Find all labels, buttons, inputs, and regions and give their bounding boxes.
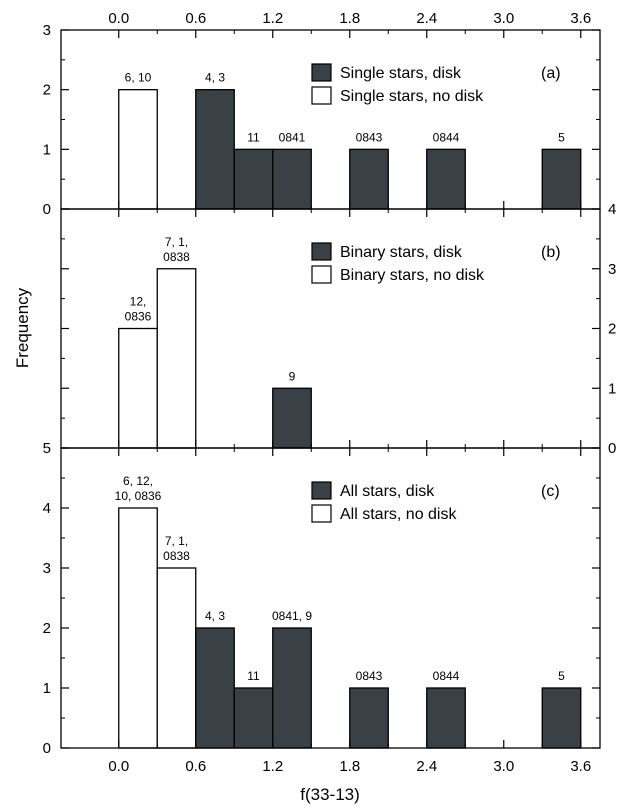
bar-label: 7, 1,: [165, 235, 188, 249]
legend-label: All stars, no disk: [340, 506, 457, 523]
bar-no-disk: [118, 507, 158, 749]
bar-label: 0836: [125, 310, 152, 324]
bar-label: 12,: [130, 295, 147, 309]
legend-swatch-no-disk: [311, 504, 332, 523]
bar-disk: [195, 627, 235, 749]
y-axis-label: Frequency: [13, 287, 32, 368]
y-tick-label: 4: [43, 500, 51, 517]
bar-disk: [195, 89, 235, 210]
bar-disk: [233, 687, 274, 749]
panel-a: 6, 10 4, 3 11 0841 0843 0844 5 0 1 2 3 Single stars…: [43, 22, 601, 218]
x-tick-label-top: 1.2: [262, 10, 283, 27]
legend-label: Single stars, disk: [340, 65, 462, 82]
bar-label: 0841: [279, 130, 306, 144]
y-tick-label: 1: [608, 380, 616, 397]
bar-label: 0843: [356, 130, 383, 144]
bar-label: 6, 10: [125, 71, 152, 85]
x-tick-label: 0.6: [185, 758, 206, 775]
bar-disk: [349, 148, 389, 210]
bar-label: 11: [247, 669, 260, 683]
y-tick-label: 1: [43, 680, 51, 697]
bar-label: 0843: [356, 669, 383, 683]
legend-label: All stars, disk: [340, 483, 435, 500]
x-tick-label-top: 3.6: [570, 10, 591, 27]
bar-disk: [426, 148, 466, 210]
bar-label: 0844: [433, 669, 460, 683]
legend-swatch-disk: [311, 63, 332, 82]
y-tick-label: 3: [608, 261, 616, 278]
bar-label: 10, 0836: [115, 489, 162, 503]
bar-disk: [541, 687, 582, 749]
x-tick-label-top: 2.4: [416, 10, 437, 27]
legend-swatch-no-disk: [311, 86, 332, 105]
y-tick-label: 4: [608, 201, 616, 218]
legend-swatch-disk: [311, 481, 332, 500]
bar-disk: [272, 148, 312, 210]
panel-b: 12,0836 7, 1,0838 9 0 1 2 3 4 Binary stars, disk…: [60, 201, 616, 457]
x-axis-label: f(33-13): [300, 785, 360, 804]
y-tick-label: 2: [43, 82, 51, 99]
x-tick-label-top: 3.0: [493, 10, 514, 27]
bar-label: 4, 3: [205, 71, 225, 85]
x-tick-label: 1.8: [339, 758, 360, 775]
bar-label: 7, 1,: [165, 534, 188, 548]
bar-disk: [541, 148, 582, 210]
legend-swatch-no-disk: [311, 265, 332, 284]
y-tick-label: 1: [43, 141, 51, 158]
bar-disk: [349, 687, 389, 749]
bar-disk: [426, 687, 466, 749]
x-tick-label-top: 1.8: [339, 10, 360, 27]
legend-label: Binary stars, no disk: [340, 267, 485, 284]
x-tick-label-top: 0.6: [185, 10, 206, 27]
legend-label: Binary stars, disk: [340, 244, 463, 261]
y-tick-label: 0: [43, 201, 51, 218]
bar-label: 0838: [163, 250, 190, 264]
x-tick-label: 1.2: [262, 758, 283, 775]
x-tick-label: 2.4: [416, 758, 437, 775]
x-tick-label: 3.0: [493, 758, 514, 775]
y-tick-label: 3: [43, 22, 51, 39]
bar-disk: [272, 627, 312, 749]
y-tick-label: 3: [43, 560, 51, 577]
x-tick-label: 3.6: [570, 758, 591, 775]
y-tick-label: 0: [608, 440, 616, 457]
panel-label: (a): [541, 65, 561, 82]
bar-label: 11: [247, 130, 260, 144]
y-tick-label: 2: [43, 620, 51, 637]
panel-c: 6, 12,10, 0836 7, 1,0838 4, 3 11 0841, 9 0843…: [43, 440, 601, 757]
x-tick-label: 0.0: [108, 758, 129, 775]
bar-no-disk: [156, 567, 197, 749]
y-tick-label: 2: [608, 321, 616, 338]
bar-disk: [233, 148, 274, 210]
bar-label: 9: [289, 369, 296, 383]
bar-no-disk: [156, 268, 197, 449]
bar-no-disk: [118, 327, 158, 449]
x-tick-label-top: 0.0: [108, 10, 129, 27]
bar-label: 0838: [163, 549, 190, 563]
panel-label: (c): [541, 483, 560, 500]
bar-label: 4, 3: [205, 609, 225, 623]
bar-no-disk: [118, 89, 158, 210]
bar-disk: [272, 387, 312, 449]
y-tick-label: 0: [43, 740, 51, 757]
bar-label: 0844: [433, 130, 460, 144]
bar-label: 5: [558, 130, 565, 144]
bar-label: 6, 12,: [123, 474, 153, 488]
legend-swatch-disk: [311, 242, 332, 261]
bar-label: 5: [558, 669, 565, 683]
bar-label: 0841, 9: [272, 609, 312, 623]
panel-label: (b): [541, 244, 561, 261]
legend-label: Single stars, no disk: [340, 88, 484, 105]
y-tick-label: 5: [43, 440, 51, 457]
